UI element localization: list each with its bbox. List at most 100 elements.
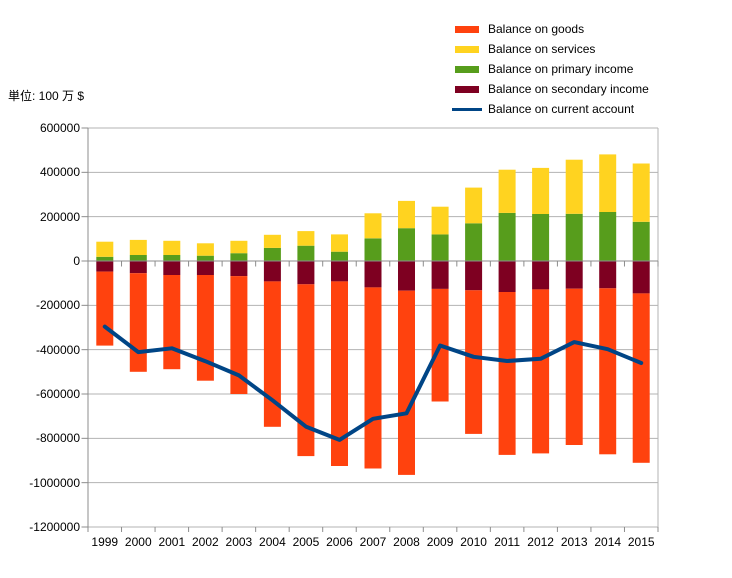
legend-item: Balance on goods — [452, 19, 649, 39]
bar-segment — [632, 221, 650, 261]
legend-label: Balance on secondary income — [488, 82, 649, 96]
bar-segment — [297, 245, 315, 261]
bar-segment — [465, 290, 483, 434]
legend-label: Balance on primary income — [488, 62, 634, 76]
bar-segment — [163, 261, 181, 275]
y-axis-tick-label: -400000 — [35, 342, 80, 357]
bar-segment — [398, 228, 415, 261]
bar-segment — [532, 289, 550, 454]
bar-segment — [431, 234, 449, 261]
x-axis-category-label: 2011 — [494, 535, 521, 549]
x-axis-category-label: 2000 — [124, 535, 152, 549]
x-axis-category-label: 2009 — [426, 535, 454, 549]
bar-segment — [263, 234, 281, 248]
bar-segment — [599, 154, 617, 212]
bar-segment — [96, 271, 114, 346]
bar-segment — [565, 159, 583, 214]
x-axis-category-label: 2012 — [527, 535, 554, 549]
legend-item: Balance on current account — [452, 99, 649, 119]
bar-segment — [565, 261, 583, 289]
bar-segment — [163, 240, 181, 255]
legend-item: Balance on secondary income — [452, 79, 649, 99]
bar-segment — [465, 187, 483, 224]
bar-segment — [599, 288, 617, 455]
legend-label: Balance on current account — [488, 102, 635, 116]
bar-segment — [431, 261, 449, 289]
x-axis-category-label: 2007 — [359, 535, 387, 549]
x-axis-category-label: 1999 — [91, 535, 119, 549]
bar-segment — [230, 240, 248, 254]
bar-segment — [129, 255, 147, 261]
bar-segment — [129, 239, 147, 255]
bar-segment — [398, 261, 415, 291]
bar-segment — [498, 169, 516, 213]
bar-segment — [263, 261, 281, 282]
bar-segment — [96, 256, 114, 261]
bar-segment — [196, 261, 214, 275]
x-axis-category-label: 2008 — [393, 535, 420, 549]
bar-segment — [599, 261, 617, 289]
bar-segment — [331, 234, 348, 252]
bar-segment — [230, 276, 248, 394]
bar-segment — [196, 255, 214, 261]
bar-segment — [129, 261, 147, 274]
current-account-line — [102, 324, 644, 442]
legend-swatch-rect — [455, 65, 479, 73]
bar-segment — [196, 243, 214, 256]
x-axis-category-label: 2003 — [225, 535, 253, 549]
bar-segment — [632, 293, 650, 463]
bar-segment — [129, 273, 147, 372]
bar-segment — [364, 238, 382, 261]
unit-label: 単位: 100 万 $ — [8, 89, 85, 103]
y-axis-tick-label: 200000 — [39, 209, 80, 224]
legend-swatch-line — [452, 107, 482, 111]
bar-segment — [364, 213, 382, 239]
x-axis-category-label: 2013 — [560, 535, 588, 549]
y-axis-tick-label: -600000 — [35, 387, 80, 401]
bar-segment — [331, 281, 348, 466]
x-axis-category-label: 2001 — [158, 535, 186, 549]
bar-segment — [532, 167, 550, 214]
bar-segment — [163, 275, 181, 370]
bar-segment — [364, 261, 382, 288]
bar-segment — [96, 261, 114, 272]
bar-segment — [263, 281, 281, 427]
x-axis-category-label: 2005 — [292, 535, 320, 549]
legend-item: Balance on services — [452, 39, 649, 59]
legend-swatch-rect — [455, 25, 479, 33]
bar-segment — [230, 261, 248, 277]
bar-segment — [331, 251, 348, 261]
y-axis-tick-label: -1000000 — [29, 475, 80, 490]
bar-segment — [196, 275, 214, 381]
bar-segment — [398, 290, 415, 475]
x-axis-category-label: 2002 — [191, 535, 219, 549]
bar-segment — [431, 206, 449, 235]
legend-swatch-rect — [455, 85, 479, 93]
x-axis-category-label: 2010 — [460, 535, 487, 549]
x-axis-category-label: 2006 — [326, 535, 353, 549]
legend: Balance on goods Balance on services Balan… — [452, 19, 649, 119]
bar-segment — [465, 223, 483, 261]
bar-segment — [398, 200, 415, 229]
bar-segment — [498, 292, 516, 455]
legend-item: Balance on primary income — [452, 59, 649, 79]
bar-segment — [297, 284, 315, 457]
bar-segment — [297, 231, 315, 246]
bar-segment — [632, 261, 650, 294]
bar-segment — [364, 287, 382, 469]
legend-swatch-rect — [455, 45, 479, 53]
y-axis-tick-label: 400000 — [39, 165, 80, 180]
bar-segment — [498, 212, 516, 261]
bar-segment — [498, 261, 516, 292]
bar-segment — [163, 255, 181, 261]
bar-segment — [263, 247, 281, 261]
bar-segment — [96, 241, 114, 257]
y-axis-tick-label: 600000 — [39, 121, 80, 135]
x-axis-category-label: 2004 — [259, 535, 286, 549]
x-axis-category-label: 2014 — [594, 535, 622, 549]
bar-segment — [230, 253, 248, 261]
y-axis-tick-label: -1200000 — [29, 520, 80, 534]
